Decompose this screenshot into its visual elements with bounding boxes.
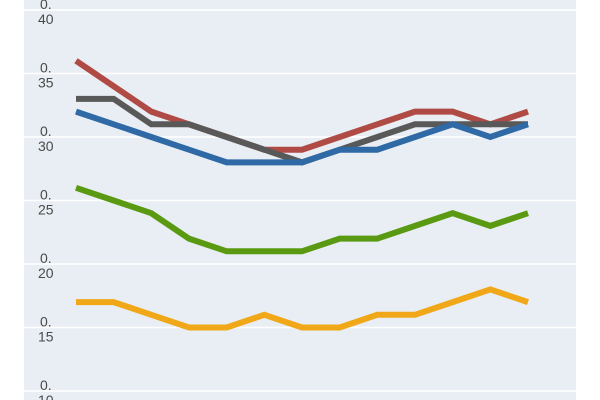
y-tick-label-prefix: 0. [40,314,52,330]
y-tick-label-value: 30 [38,138,54,154]
y-tick-label-value: 20 [38,265,54,281]
y-tick-label-prefix: 0. [40,187,52,203]
series-line-1 [74,58,529,153]
y-tick-label-prefix: 0. [40,250,52,266]
series-line-3 [75,108,529,166]
y-tick-label-value: 15 [38,329,54,345]
y-tick-label-prefix: 0. [40,377,52,393]
y-tick-label-prefix: 0. [40,60,52,76]
y-tick-label-prefix: 0. [40,0,52,12]
y-tick-label-value: 25 [38,202,54,218]
y-tick-label-value: 40 [38,11,54,27]
series-line-5 [76,286,529,331]
y-tick-label-prefix: 0. [40,123,52,139]
y-tick-label-value: 35 [38,75,54,91]
y-tick-label-value: 10 [38,392,54,400]
series-line-4 [75,184,529,255]
